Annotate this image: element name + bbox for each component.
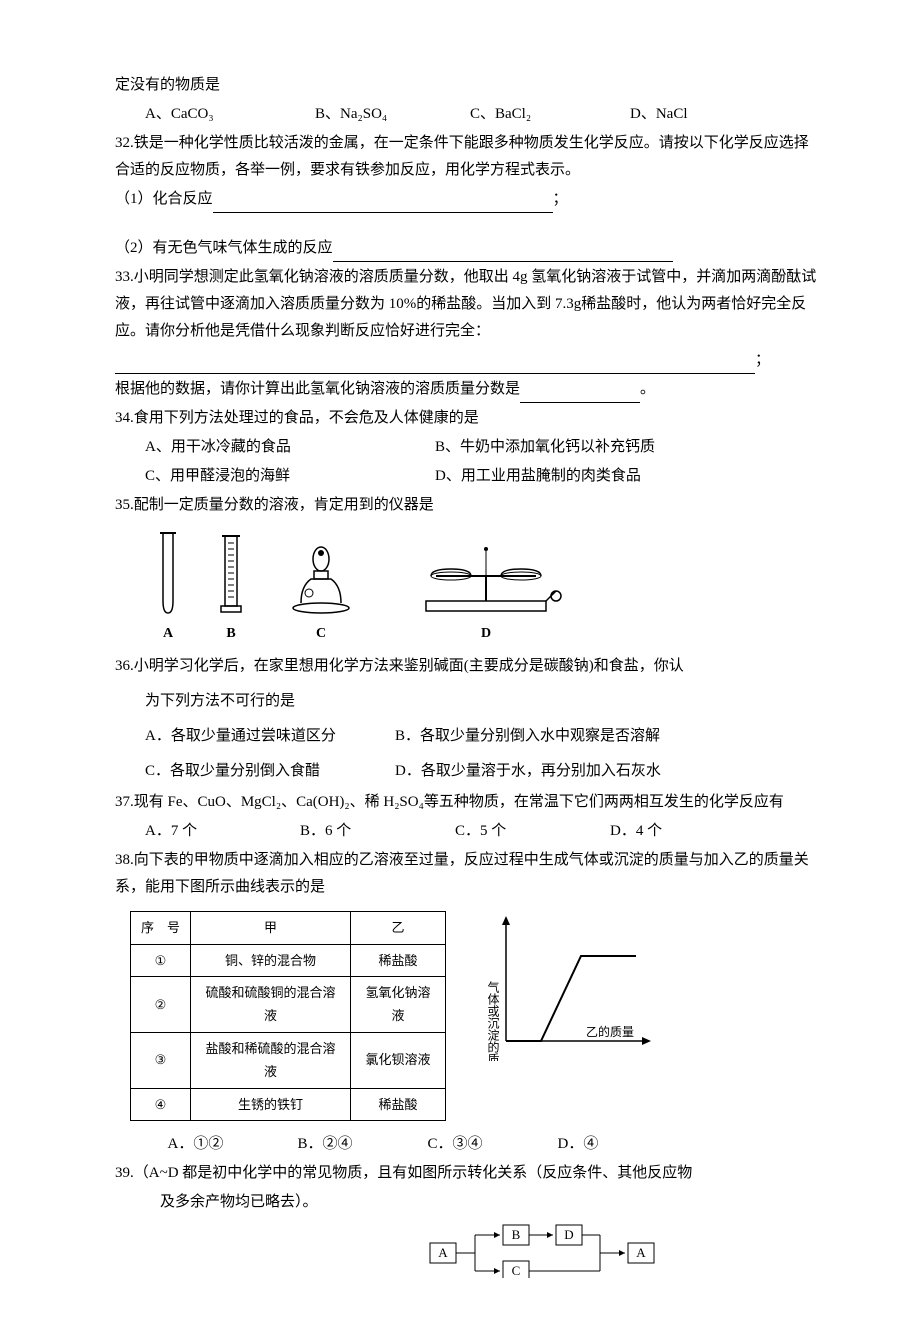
q34-opt-c: C、用甲醛浸泡的海鲜 [145,463,435,490]
q37-opts: A．7 个 B．6 个 C．5 个 D．4 个 [115,818,820,845]
cell: 氯化钡溶液 [351,1032,446,1088]
q35-stem: 35.配制一定质量分数的溶液，肯定用到的仪器是 [115,492,820,519]
balance-scale: D [396,541,576,646]
label-d: D [481,621,491,646]
cell: 氢氧化钠溶液 [351,976,446,1032]
cell: 铜、锌的混合物 [191,944,351,976]
blank [213,195,553,213]
q38-opt-b: B．②④ [298,1131,428,1158]
q38-opts: A．①② B．②④ C．③④ D．④ [115,1131,820,1158]
table-header-row: 序 号 甲 乙 [131,912,446,944]
table-row: ②硫酸和硫酸铜的混合溶液氢氧化钠溶液 [131,976,446,1032]
q32-p2: （2）有无色气味气体生成的反应 [115,235,820,262]
q35-instruments: A B C [115,521,820,651]
q38-table: 序 号 甲 乙 ①铜、锌的混合物稀盐酸 ②硫酸和硫酸铜的混合溶液氢氧化钠溶液 ③… [130,911,446,1121]
q33-blank-line: ； [115,347,820,374]
th: 甲 [191,912,351,944]
cell: 生锈的铁钉 [191,1088,351,1120]
q38-chart: 气体或沉淀的质量 乙的质量 [471,911,656,1061]
q31-opt-d: D、NaCl [630,101,688,128]
node-c: C [512,1263,521,1278]
q36-opt-c: C．各取少量分别倒入食醋 [145,758,395,785]
blank [520,385,640,403]
node-a: A [438,1245,448,1260]
xlabel: 乙的质量 [586,1024,634,1039]
blank [115,356,755,374]
cell: 盐酸和稀硫酸的混合溶液 [191,1032,351,1088]
q34-row1: A、用干冰冷藏的食品 B、牛奶中添加氧化钙以补充钙质 [115,434,820,461]
q34-opt-b: B、牛奶中添加氧化钙以补充钙质 [435,434,655,461]
table-row: ③盐酸和稀硫酸的混合溶液氯化钡溶液 [131,1032,446,1088]
spacer [115,215,820,233]
q34-opt-a: A、用干冰冷藏的食品 [145,434,435,461]
q36-opt-b: B．各取少量分别倒入水中观察是否溶解 [395,723,660,750]
q39-stem2: 及多余产物均已略去）。 [115,1189,820,1216]
q36-opt-a: A．各取少量通过尝味道区分 [145,723,395,750]
q36-row1: A．各取少量通过尝味道区分 B．各取少量分别倒入水中观察是否溶解 [115,723,820,750]
q34-opt-d: D、用工业用盐腌制的肉类食品 [435,463,641,490]
period: 。 [640,381,655,397]
q36-stem2: 为下列方法不可行的是 [115,688,820,715]
blank [333,244,673,262]
label-b: B [226,621,235,646]
node-d: D [564,1227,573,1242]
q32-stem: 32.铁是一种化学性质比较活泼的金属，在一定条件下能跟多种物质发生化学反应。请按… [115,130,820,184]
cell: 稀盐酸 [351,944,446,976]
q36-opt-d: D．各取少量溶于水，再分别加入石灰水 [395,758,661,785]
q31-stem: 定没有的物质是 [115,72,820,99]
q37-opt-d: D．4 个 [610,818,662,845]
q34-stem: 34.食用下列方法处理过的食品，不会危及人体健康的是 [115,405,820,432]
table-row: ④生锈的铁钉稀盐酸 [131,1088,446,1120]
q36-row2: C．各取少量分别倒入食醋 D．各取少量溶于水，再分别加入石灰水 [115,758,820,785]
label-c: C [316,621,326,646]
q38-opt-c: C．③④ [428,1131,558,1158]
cell: 稀盐酸 [351,1088,446,1120]
flow-diagram: A B C D A [425,1223,685,1278]
q33-part2: 根据他的数据，请你计算出此氢氧化钠溶液的溶质质量分数是 。 [115,376,820,403]
q37-opt-b: B．6 个 [300,818,455,845]
cell: ③ [131,1032,191,1088]
q38-opt-d: D．④ [558,1131,599,1158]
q32-p1-label: （1）化合反应 [115,191,213,207]
q39-stem: 39.（A~D 都是初中化学中的常见物质，且有如图所示转化关系（反应条件、其他反… [115,1160,820,1187]
balance-icon [396,541,576,616]
q38-opt-a: A．①② [168,1131,298,1158]
th: 乙 [351,912,446,944]
q32-p1: （1）化合反应 ； [115,186,820,213]
q37-stem: 37.现有 Fe、CuO、MgCl₂、Ca(OH)₂、稀 H₂SO₄等五种物质，… [115,789,820,816]
lamp-icon [281,541,361,616]
q31-options: A、CaCO₃ B、Na₂SO₄ C、BaCl₂ D、NaCl [115,101,820,128]
q31-opt-b: B、Na₂SO₄ [315,101,470,128]
cylinder-icon [216,531,246,616]
q37-opt-c: C．5 个 [455,818,610,845]
text: 根据他的数据，请你计算出此氢氧化钠溶液的溶质质量分数是 [115,381,520,397]
node-b: B [512,1227,521,1242]
semicolon: ； [755,352,770,368]
th: 序 号 [131,912,191,944]
label-a: A [163,621,173,646]
q32-p2-label: （2）有无色气味气体生成的反应 [115,240,333,256]
q39-diagram: A B C D A [115,1218,820,1298]
semicolon: ； [553,191,568,207]
cell: ④ [131,1088,191,1120]
q31-opt-a: A、CaCO₃ [145,101,315,128]
node-a2: A [636,1245,646,1260]
table-row: ①铜、锌的混合物稀盐酸 [131,944,446,976]
graduated-cylinder: B [216,531,246,646]
q34-row2: C、用甲醛浸泡的海鲜 D、用工业用盐腌制的肉类食品 [115,463,820,490]
q33-stem: 33.小明同学想测定此氢氧化钠溶液的溶质质量分数，他取出 4g 氢氧化钠溶液于试… [115,264,820,345]
cell: 硫酸和硫酸铜的混合溶液 [191,976,351,1032]
q37-opt-a: A．7 个 [145,818,300,845]
test-tube-icon [155,531,181,616]
cell: ② [131,976,191,1032]
q38-stem: 38.向下表的甲物质中逐滴加入相应的乙溶液至过量，反应过程中生成气体或沉淀的质量… [115,847,820,901]
q31-opt-c: C、BaCl₂ [470,101,630,128]
ylabel: 气体或沉淀的质量 [486,980,500,1061]
q38-content: 序 号 甲 乙 ①铜、锌的混合物稀盐酸 ②硫酸和硫酸铜的混合溶液氢氧化钠溶液 ③… [115,903,820,1129]
q36-stem: 36.小明学习化学后，在家里想用化学方法来鉴别碱面(主要成分是碳酸钠)和食盐，你… [115,653,820,680]
test-tube: A [155,531,181,646]
cell: ① [131,944,191,976]
alcohol-lamp: C [281,541,361,646]
